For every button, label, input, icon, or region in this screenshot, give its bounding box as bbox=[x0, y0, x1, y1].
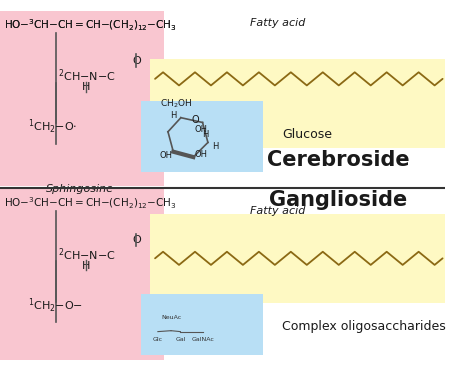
Text: Cerebroside: Cerebroside bbox=[267, 150, 410, 170]
Polygon shape bbox=[169, 326, 192, 352]
Text: NeuAc: NeuAc bbox=[161, 315, 181, 320]
Polygon shape bbox=[191, 326, 214, 352]
Text: Glc: Glc bbox=[153, 336, 163, 342]
Text: H: H bbox=[82, 261, 91, 271]
Bar bbox=[141, 101, 263, 172]
Text: Complex oligosaccharides: Complex oligosaccharides bbox=[282, 321, 446, 334]
Bar bbox=[150, 59, 446, 148]
Bar bbox=[0, 188, 164, 360]
Text: Ganglioside: Ganglioside bbox=[269, 190, 408, 210]
Text: O: O bbox=[132, 234, 141, 244]
Text: Fatty acid: Fatty acid bbox=[249, 18, 305, 28]
Bar bbox=[141, 294, 263, 355]
Text: Sphingosine: Sphingosine bbox=[46, 184, 114, 194]
Text: H: H bbox=[212, 142, 219, 151]
Text: HO$-^3$CH$-$CH$=$CH$-$(CH$_2$)$_{12}$$-$CH$_3$: HO$-^3$CH$-$CH$=$CH$-$(CH$_2$)$_{12}$$-$… bbox=[4, 17, 176, 33]
Text: $^2$CH$-$N$-$C: $^2$CH$-$N$-$C bbox=[58, 68, 116, 84]
Text: Glucose: Glucose bbox=[282, 128, 332, 141]
Text: OH: OH bbox=[159, 151, 173, 160]
Text: OH: OH bbox=[194, 125, 207, 134]
Text: O: O bbox=[191, 115, 199, 125]
Polygon shape bbox=[160, 304, 182, 331]
Bar bbox=[0, 11, 164, 186]
Text: O: O bbox=[132, 56, 141, 66]
Bar bbox=[0, 191, 162, 214]
Text: Gal: Gal bbox=[175, 336, 186, 342]
Text: $^2$CH$-$N$-$C: $^2$CH$-$N$-$C bbox=[58, 246, 116, 263]
Text: HO$-^3$CH$-$CH$=$CH$-$(CH$_2$)$_{12}$$-$CH$_3$: HO$-^3$CH$-$CH$=$CH$-$(CH$_2$)$_{12}$$-$… bbox=[4, 17, 176, 33]
Text: H: H bbox=[82, 82, 91, 92]
Text: $^1$CH$_2$$-$O$-$: $^1$CH$_2$$-$O$-$ bbox=[28, 296, 83, 315]
Text: H: H bbox=[201, 130, 208, 139]
Text: $^1$CH$_2$$-$O$\cdot$: $^1$CH$_2$$-$O$\cdot$ bbox=[28, 118, 77, 136]
Text: HO$-^3$CH$-$CH$=$CH$-$(CH$_2$)$_{12}$$-$CH$_3$: HO$-^3$CH$-$CH$=$CH$-$(CH$_2$)$_{12}$$-$… bbox=[4, 195, 176, 211]
Bar bbox=[0, 13, 162, 37]
Text: GalNAc: GalNAc bbox=[191, 336, 214, 342]
Polygon shape bbox=[146, 326, 169, 352]
Text: Fatty acid: Fatty acid bbox=[249, 206, 305, 216]
Text: OH: OH bbox=[194, 150, 207, 159]
Text: CH$_2$OH: CH$_2$OH bbox=[160, 98, 192, 111]
Bar bbox=[150, 214, 446, 303]
Text: H: H bbox=[170, 111, 176, 120]
